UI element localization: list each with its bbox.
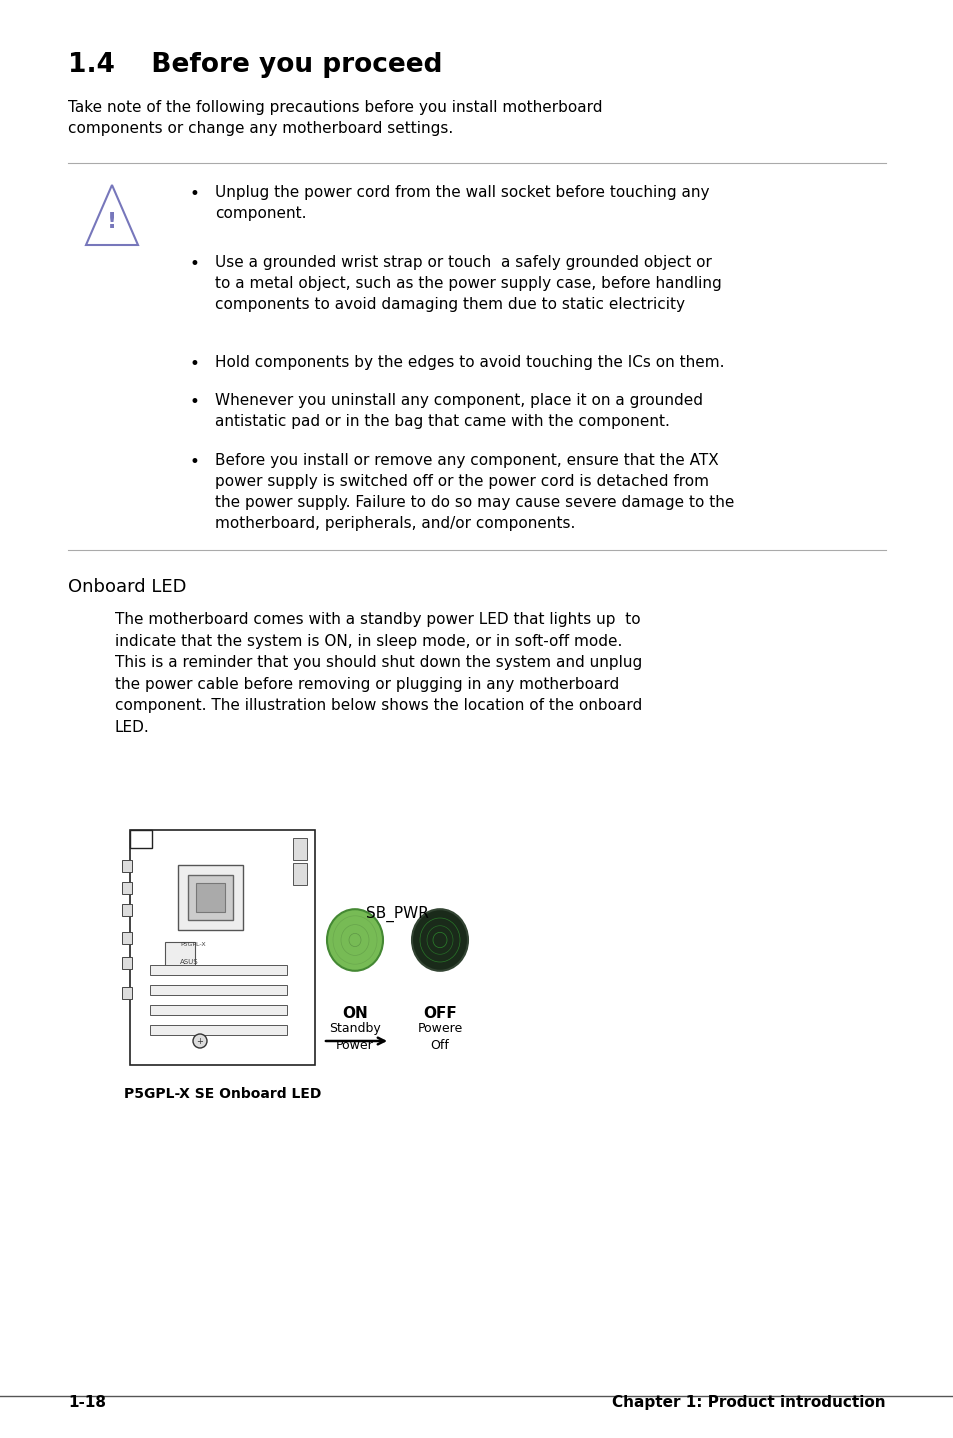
Text: Standby
Power: Standby Power	[329, 1021, 380, 1051]
Text: •: •	[190, 393, 200, 411]
Text: •: •	[190, 255, 200, 273]
Bar	[122, 986, 132, 999]
Bar	[122, 881, 132, 894]
Bar	[122, 932, 132, 943]
Text: ASUS: ASUS	[180, 959, 198, 965]
Bar	[150, 965, 287, 975]
Ellipse shape	[412, 909, 468, 971]
Text: •: •	[190, 355, 200, 372]
Text: Before you install or remove any component, ensure that the ATX
power supply is : Before you install or remove any compone…	[214, 453, 734, 531]
Text: ON: ON	[342, 1005, 368, 1021]
Text: Unplug the power cord from the wall socket before touching any
component.: Unplug the power cord from the wall sock…	[214, 186, 709, 221]
Text: •: •	[190, 186, 200, 203]
Bar	[130, 830, 152, 848]
Bar	[165, 942, 194, 971]
Text: Take note of the following precautions before you install motherboard
components: Take note of the following precautions b…	[68, 101, 602, 137]
Bar	[178, 866, 243, 930]
Text: Powere
Off: Powere Off	[416, 1021, 462, 1051]
Text: OFF: OFF	[423, 1005, 456, 1021]
Text: P5GPL-X SE Onboard LED: P5GPL-X SE Onboard LED	[124, 1087, 321, 1102]
Text: •: •	[190, 453, 200, 472]
Bar	[150, 1005, 287, 1015]
Text: Onboard LED: Onboard LED	[68, 578, 186, 595]
Text: !: !	[107, 213, 117, 232]
Circle shape	[193, 1034, 207, 1048]
Text: 1.4    Before you proceed: 1.4 Before you proceed	[68, 52, 442, 78]
Text: Hold components by the edges to avoid touching the ICs on them.: Hold components by the edges to avoid to…	[214, 355, 723, 370]
Text: SB_PWR: SB_PWR	[366, 906, 429, 922]
Text: P5GPL-X: P5GPL-X	[180, 942, 206, 948]
Text: Chapter 1: Product introduction: Chapter 1: Product introduction	[612, 1395, 885, 1411]
Bar	[150, 1025, 287, 1035]
Bar	[188, 874, 233, 920]
Bar	[150, 985, 287, 995]
Bar	[130, 830, 314, 1066]
Bar	[293, 838, 307, 860]
Text: Whenever you uninstall any component, place it on a grounded
antistatic pad or i: Whenever you uninstall any component, pl…	[214, 393, 702, 429]
Ellipse shape	[327, 909, 382, 971]
Text: Use a grounded wrist strap or touch  a safely grounded object or
to a metal obje: Use a grounded wrist strap or touch a sa…	[214, 255, 721, 312]
Text: 1-18: 1-18	[68, 1395, 106, 1411]
Text: +: +	[196, 1037, 203, 1045]
Bar	[122, 958, 132, 969]
Bar	[195, 883, 225, 912]
Text: The motherboard comes with a standby power LED that lights up  to
indicate that : The motherboard comes with a standby pow…	[115, 613, 641, 735]
Bar	[122, 905, 132, 916]
Bar	[122, 860, 132, 871]
Bar	[293, 863, 307, 884]
